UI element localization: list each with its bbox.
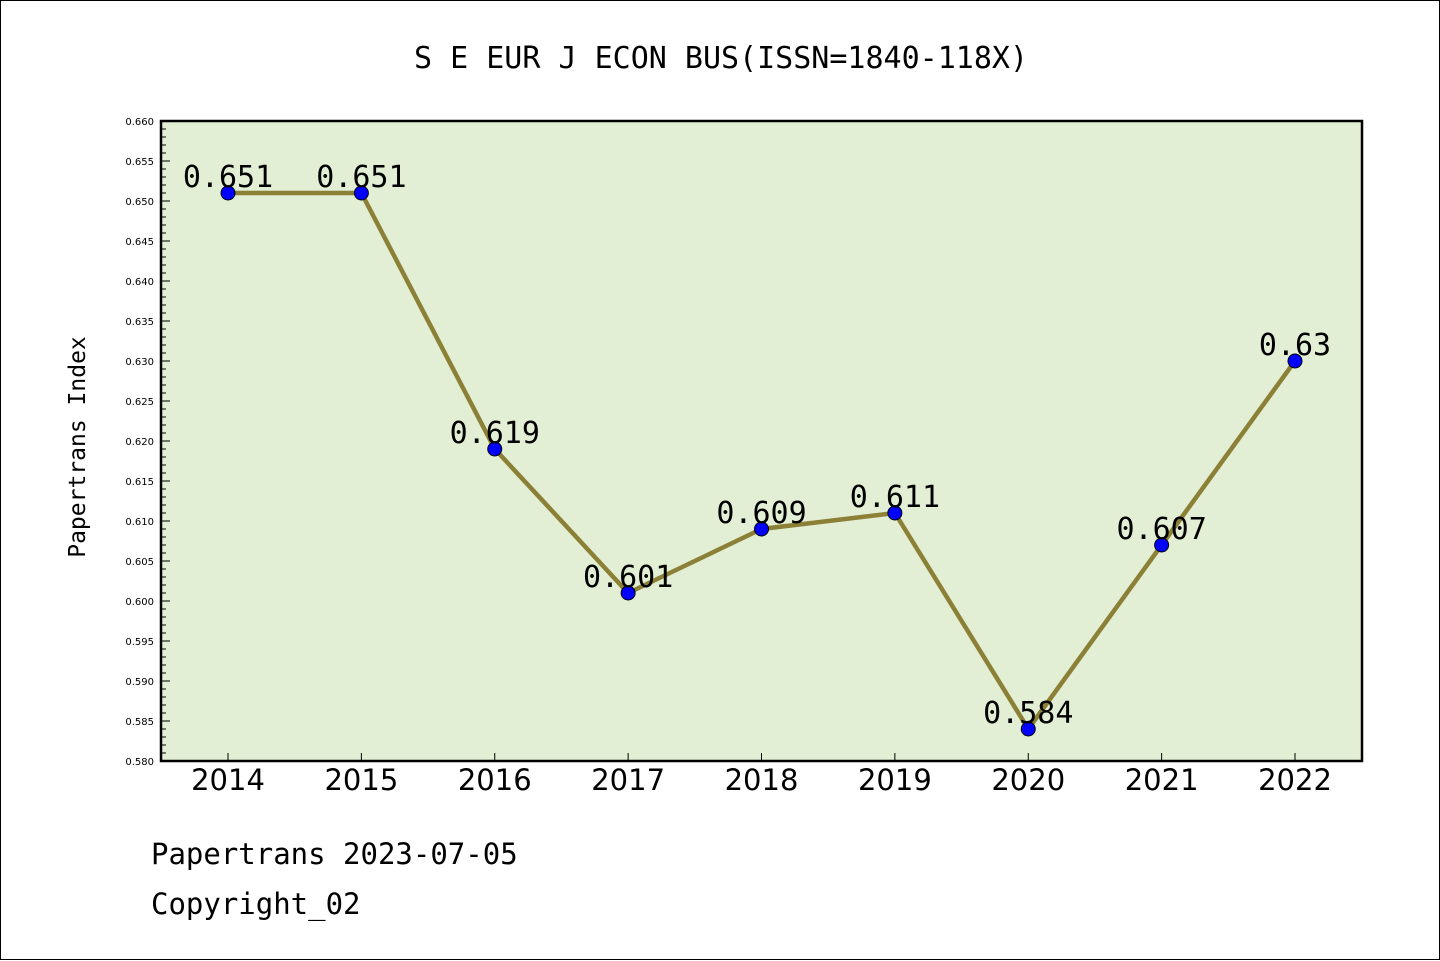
y-tick-label: 0.610	[125, 517, 154, 528]
y-tick-label: 0.630	[125, 357, 154, 368]
footer-source-line: Papertrans 2023-07-05	[151, 837, 518, 871]
data-point-marker	[220, 185, 236, 201]
x-tick-label: 2022	[1258, 763, 1332, 797]
y-tick-label: 0.590	[125, 677, 154, 688]
y-tick-label: 0.660	[125, 117, 154, 128]
data-label: 0.601	[583, 560, 673, 595]
y-tick-label: 0.615	[125, 477, 154, 488]
plot-area	[161, 121, 1362, 761]
data-point-marker	[1287, 353, 1303, 369]
data-label: 0.651	[316, 160, 406, 195]
data-point-marker	[620, 585, 636, 601]
x-tick-label: 2020	[991, 763, 1065, 797]
y-tick-label: 0.580	[125, 757, 154, 768]
y-tick-label: 0.600	[125, 597, 154, 608]
y-tick-label: 0.645	[125, 237, 154, 248]
data-point-marker	[1020, 721, 1036, 737]
data-point-marker	[887, 505, 903, 521]
data-point-marker	[754, 521, 769, 537]
data-point-marker	[1154, 537, 1170, 553]
data-label: 0.609	[716, 496, 806, 531]
x-tick-label: 2014	[191, 763, 265, 797]
plot-border	[159, 119, 1364, 763]
chart-title: S E EUR J ECON BUS(ISSN=1840-118X)	[414, 41, 1028, 76]
x-tick-label: 2019	[858, 763, 932, 797]
data-labels: 0.651 0.651 0.619 0.601 0.609 0.611 0.584 0.607…	[183, 160, 1331, 731]
y-tick-label: 0.625	[125, 397, 154, 408]
x-tick-label: 2018	[725, 763, 799, 797]
data-label: 0.611	[850, 480, 940, 515]
data-label: 0.607	[1116, 512, 1206, 547]
x-tick-label: 2015	[324, 763, 398, 797]
x-tick-label: 2016	[458, 763, 532, 797]
y-tick-label: 0.640	[125, 277, 154, 288]
data-point-marker	[487, 441, 503, 457]
y-tick-label: 0.605	[125, 557, 154, 568]
data-point-marker	[353, 185, 369, 201]
y-tick-label: 0.650	[125, 197, 154, 208]
y-tick-label: 0.655	[125, 157, 154, 168]
data-label: 0.619	[450, 416, 540, 451]
y-tick-label: 0.595	[125, 637, 154, 648]
y-tick-label: 0.620	[125, 437, 154, 448]
y-tick-label: 0.635	[125, 317, 154, 328]
data-label: 0.584	[983, 696, 1073, 731]
data-markers	[220, 185, 1303, 737]
footer-copyright: Copyright_02	[151, 887, 361, 921]
y-tick-label: 0.585	[125, 717, 154, 728]
data-label: 0.63	[1259, 328, 1331, 363]
data-label: 0.651	[183, 160, 273, 195]
x-axis-ticks: 2014 2015 2016 2017 2018 2019 2020 2021 2022	[191, 753, 1332, 797]
y-axis-label: Papertrans Index	[65, 336, 91, 558]
x-tick-label: 2017	[591, 763, 665, 797]
x-tick-label: 2021	[1125, 763, 1199, 797]
